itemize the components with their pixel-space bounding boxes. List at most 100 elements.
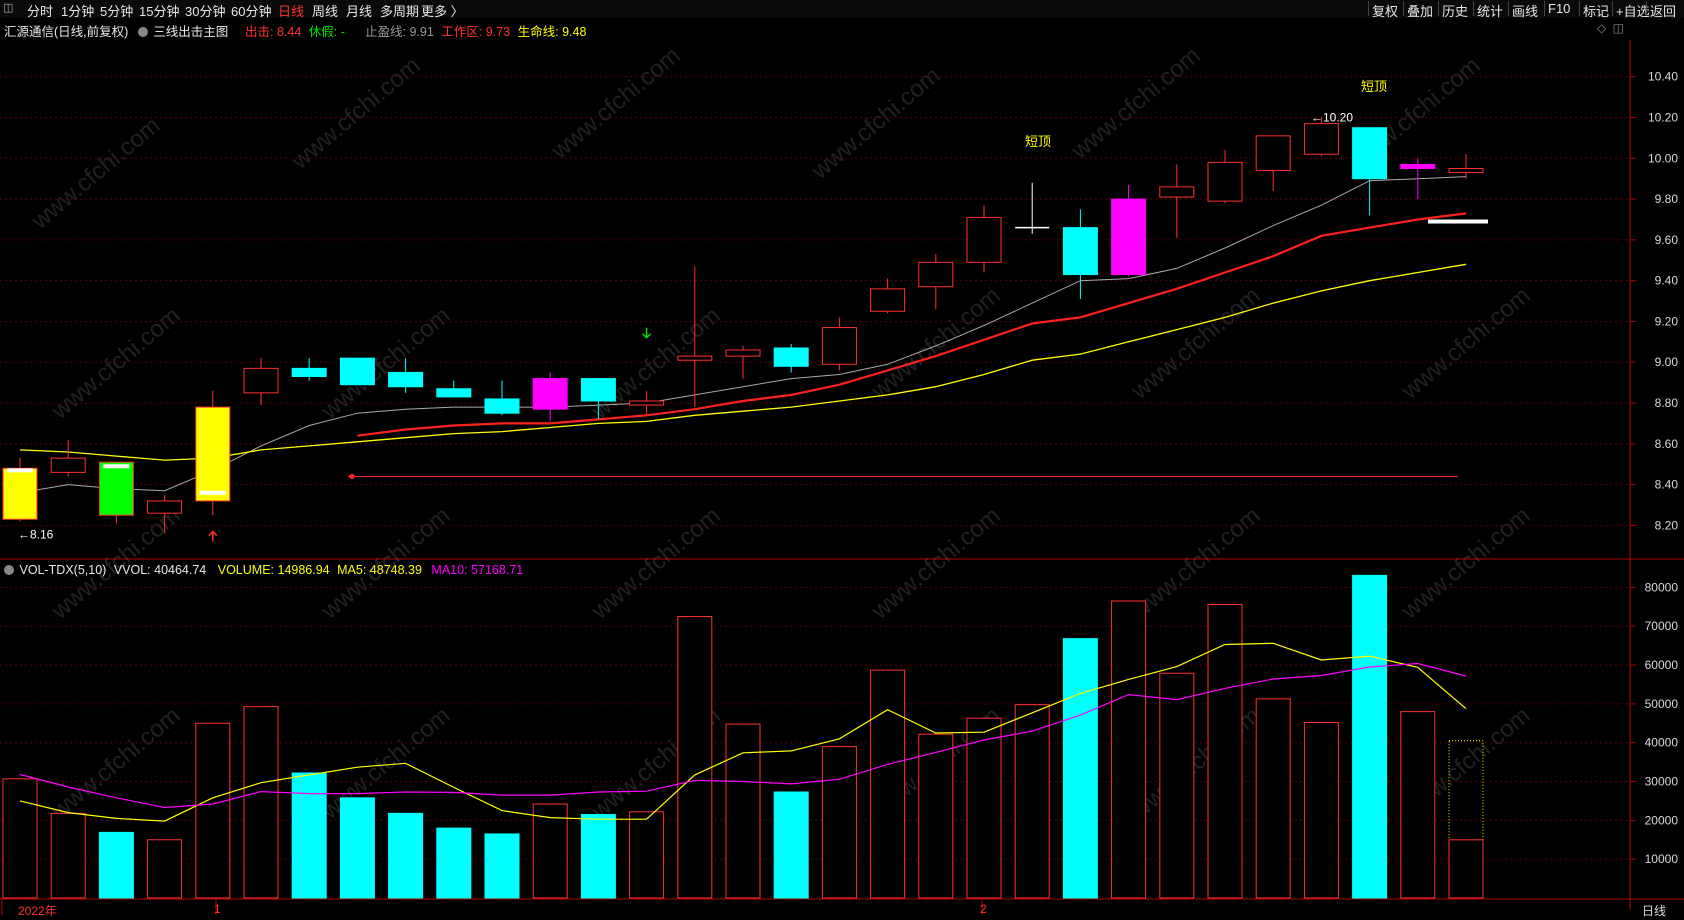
period-tab-0[interactable]: 分时 <box>27 4 54 19</box>
volume-bar <box>677 616 713 899</box>
candle-body <box>1400 163 1436 169</box>
candle <box>291 358 327 381</box>
volume-bar <box>2 778 38 899</box>
ma-line-0 <box>19 176 1467 494</box>
candle <box>966 205 1002 273</box>
candle <box>1062 209 1098 300</box>
volume-bar <box>1400 711 1436 899</box>
candle-body <box>484 398 520 414</box>
period-tab-4[interactable]: 30分钟 <box>185 4 226 19</box>
candle <box>195 390 231 516</box>
volume-ma-line-0 <box>19 642 1467 822</box>
diamond-icon[interactable]: ◇ <box>1597 21 1607 35</box>
candle-body <box>1159 186 1195 198</box>
volume-value: 14986.94 <box>277 563 330 577</box>
candle <box>50 439 86 477</box>
candle <box>1352 127 1388 216</box>
candle-body <box>870 288 906 312</box>
toolbar-button-5[interactable]: F10 <box>1548 1 1571 16</box>
candle-body <box>339 357 375 386</box>
candle-body <box>532 378 568 410</box>
candle <box>870 278 906 314</box>
high-price-label: ←10.20 <box>1311 111 1353 125</box>
vol-name[interactable]: VOL-TDX(5,10) <box>19 563 107 577</box>
volume-tick-label: 30000 <box>1645 775 1679 789</box>
toolbar-button-0[interactable]: 复权 <box>1372 4 1399 19</box>
watermark-text: www.cfchi.com <box>316 502 456 625</box>
x-label-year: 2022年 <box>18 904 57 918</box>
toolbar-button-4[interactable]: 画线 <box>1512 4 1539 19</box>
toolbar-button-8[interactable]: 返回 <box>1650 4 1677 19</box>
period-tab-5[interactable]: 60分钟 <box>231 4 272 19</box>
volume-bar <box>870 669 906 899</box>
low-price-label: ←8.16 <box>18 528 54 542</box>
volume-bar <box>1111 600 1147 899</box>
chuji-label: 出击: <box>245 25 274 39</box>
volume-tick-label: 70000 <box>1645 619 1679 633</box>
toolbar-button-2[interactable]: 历史 <box>1442 4 1469 19</box>
gongzuo-label: 工作区: <box>441 25 483 39</box>
toolbar-separator <box>1403 1 1404 16</box>
white-marker <box>7 468 33 473</box>
volume-bar <box>1159 672 1195 899</box>
volume-tick-label: 50000 <box>1645 697 1679 711</box>
short-top-label-2: 短顶 <box>1361 80 1387 95</box>
period-tab-10[interactable]: 更多 〉 <box>421 4 464 19</box>
price-tick-label: 10.00 <box>1648 151 1678 165</box>
panel-toggle-icon[interactable]: ◫ <box>1612 21 1624 35</box>
period-tab-6[interactable]: 日线 <box>278 4 305 19</box>
window-icon[interactable]: ◫ <box>3 2 14 14</box>
short-top-label-1: 短顶 <box>1025 135 1051 150</box>
period-tab-1[interactable]: 1分钟 <box>61 4 95 19</box>
xiujia-value: - <box>340 25 345 39</box>
candle <box>1015 182 1050 234</box>
shengming-value: 9.48 <box>562 25 587 39</box>
candle-body <box>1062 227 1098 276</box>
volume-bar <box>195 722 231 899</box>
candle-body <box>821 327 857 365</box>
indicator-name[interactable]: 三线出击主图 <box>153 25 229 39</box>
candle <box>1255 135 1291 191</box>
candle-body <box>147 500 183 514</box>
candle-body <box>1352 127 1388 180</box>
candle <box>821 317 857 371</box>
volume-bar <box>1207 603 1243 899</box>
toolbar-button-1[interactable]: 叠加 <box>1407 4 1434 19</box>
volume-bar <box>291 772 327 899</box>
candle <box>1207 150 1243 204</box>
volume-bar <box>98 831 134 899</box>
volume-bar <box>1303 722 1339 899</box>
watermark-text: www.cfchi.com <box>46 302 186 425</box>
candle-body <box>1255 135 1291 172</box>
indicator-settings-icon[interactable] <box>137 27 148 37</box>
period-tab-7[interactable]: 周线 <box>312 4 339 19</box>
toolbar-separator <box>1438 1 1439 16</box>
toolbar-separator <box>1579 1 1580 16</box>
toolbar-button-3[interactable]: 统计 <box>1477 4 1504 19</box>
volume-bar <box>966 717 1002 899</box>
candle-body <box>388 371 424 388</box>
watermark-text: www.cfchi.com <box>1126 282 1266 405</box>
period-tab-2[interactable]: 5分钟 <box>100 4 134 19</box>
toolbar-button-7[interactable]: +自选 <box>1616 4 1650 19</box>
watermark-text: www.cfchi.com <box>286 52 426 175</box>
volume-ma-line-1 <box>19 662 1467 809</box>
price-tick-label: 10.20 <box>1648 111 1678 125</box>
toolbar-separator <box>1473 1 1474 16</box>
candle-body <box>677 355 713 361</box>
candle-body <box>629 400 665 406</box>
candle <box>1159 164 1195 238</box>
volume-bar <box>773 791 809 899</box>
volume-bar <box>388 812 424 899</box>
watermark-text: www.cfchi.com <box>316 302 456 425</box>
period-tab-9[interactable]: 多周期 <box>380 4 420 19</box>
price-tick-label: 9.80 <box>1655 192 1679 206</box>
candle <box>725 345 761 379</box>
period-tab-8[interactable]: 月线 <box>346 4 373 19</box>
candle <box>1400 158 1436 200</box>
toolbar-button-6[interactable]: 标记 <box>1583 4 1610 19</box>
candle-body <box>1448 167 1484 174</box>
period-tab-3[interactable]: 15分钟 <box>139 4 180 19</box>
vol-settings-icon[interactable] <box>4 565 14 575</box>
